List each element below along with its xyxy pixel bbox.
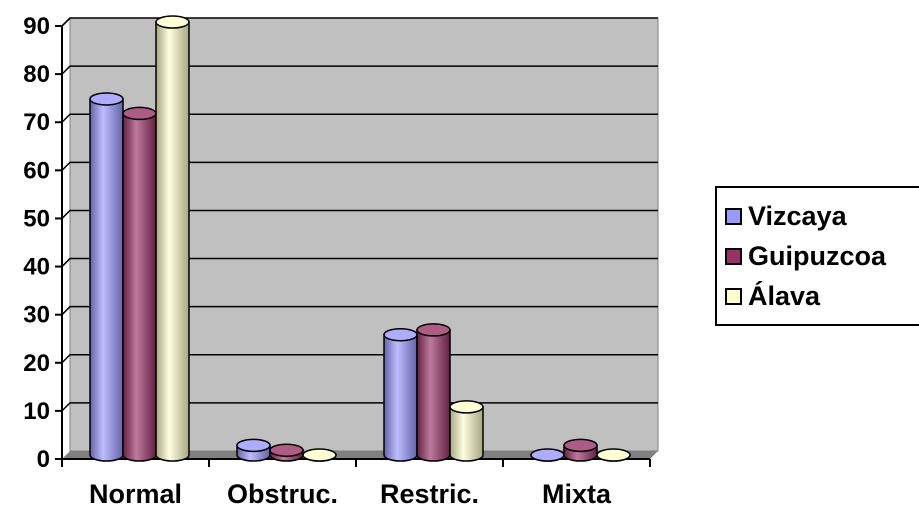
bar [563, 438, 598, 462]
bar [269, 443, 304, 462]
legend-label-vizcaya: Vizcaya [748, 200, 847, 231]
y-tick-label: 50 [23, 205, 50, 232]
gridline [61, 209, 658, 219]
x-axis-ticks: Normal Obstruc. Restric. Mixta [61, 459, 651, 509]
legend-item-alava: Álava [725, 278, 820, 314]
gridline [61, 17, 658, 27]
y-tick-label: 0 [37, 446, 50, 473]
bar [89, 92, 124, 462]
legend-label-alava: Álava [748, 280, 821, 311]
y-tick-label: 70 [23, 109, 50, 136]
bars [89, 15, 631, 462]
x-tick-label: Mixta [542, 479, 612, 509]
y-tick-label: 90 [23, 13, 50, 40]
gridline [61, 305, 658, 316]
plot-floor [62, 451, 658, 459]
gridline [61, 257, 658, 268]
bar [596, 448, 631, 462]
legend-swatch-guipuzcoa [725, 247, 742, 265]
gridline [61, 113, 658, 123]
legend-item-guipuzcoa: Guipuzcoa [725, 238, 886, 274]
y-tick-label: 60 [23, 157, 50, 184]
gridlines [61, 17, 658, 412]
x-tick-label: Normal [89, 479, 182, 509]
x-tick-label: Restric. [380, 479, 479, 509]
y-tick-label: 40 [23, 254, 50, 281]
y-axis-ticks: 0 10 20 30 40 50 60 70 80 90 [23, 13, 62, 473]
y-tick-label: 80 [23, 61, 50, 88]
bar [302, 448, 337, 462]
x-tick-label: Obstruc. [227, 479, 338, 509]
bar [236, 438, 271, 462]
legend-swatch-alava [725, 287, 742, 305]
gridline [61, 354, 658, 364]
bar [383, 327, 418, 462]
bar [530, 448, 565, 462]
y-tick-label: 30 [23, 302, 50, 329]
gridline [61, 65, 658, 75]
legend-swatch-vizcaya [725, 207, 742, 225]
bar [122, 106, 157, 462]
legend: Vizcaya Guipuzcoa Álava [715, 186, 919, 326]
legend-item-vizcaya: Vizcaya [725, 198, 847, 234]
bar [416, 323, 451, 462]
legend-label-guipuzcoa: Guipuzcoa [748, 240, 887, 271]
bar [155, 15, 190, 462]
bar [449, 400, 484, 462]
gridline [61, 161, 658, 171]
y-tick-label: 10 [23, 398, 50, 425]
y-tick-label: 20 [23, 350, 50, 377]
